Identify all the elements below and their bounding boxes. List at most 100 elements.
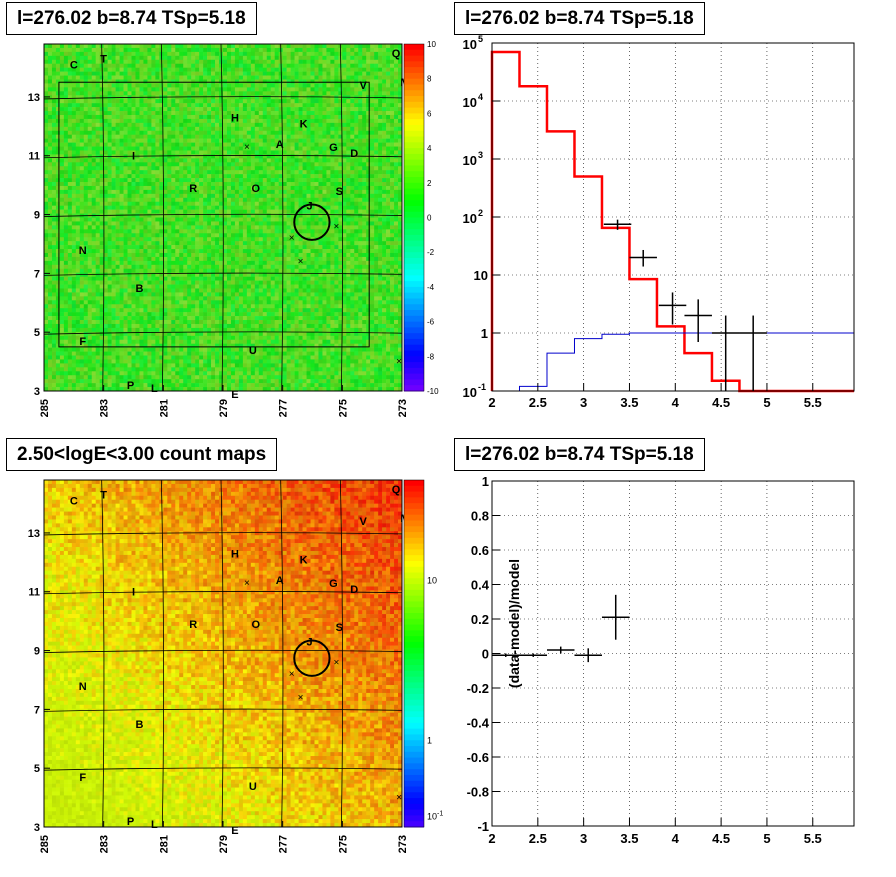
map-pixel xyxy=(111,256,116,262)
map-pixel xyxy=(119,185,124,191)
map-pixel xyxy=(127,371,132,376)
map-pixel xyxy=(139,193,144,199)
map-pixel xyxy=(67,327,73,333)
map-pixel xyxy=(246,63,252,68)
map-pixel xyxy=(203,327,208,333)
map-pixel xyxy=(71,252,77,258)
map-pixel xyxy=(79,170,85,175)
map-pixel xyxy=(195,91,200,96)
map-pixel xyxy=(242,241,248,246)
map-pixel xyxy=(219,99,224,104)
map-pixel xyxy=(67,118,73,124)
map-pixel xyxy=(219,347,224,352)
map-pixel xyxy=(63,138,69,143)
map-pixel xyxy=(266,272,272,277)
map-pixel xyxy=(111,209,116,214)
map-pixel xyxy=(207,304,212,309)
map-pixel xyxy=(95,126,100,132)
map-pixel xyxy=(115,292,120,297)
map-pixel xyxy=(75,276,81,281)
map-pixel xyxy=(266,111,272,116)
map-pixel xyxy=(55,335,61,341)
map-pixel xyxy=(183,379,188,384)
map-pixel xyxy=(119,316,124,321)
map-pixel xyxy=(211,245,216,250)
map-pixel xyxy=(55,284,61,289)
map-pixel xyxy=(167,256,172,262)
map-pixel xyxy=(203,118,208,124)
map-pixel xyxy=(107,327,112,333)
map-pixel xyxy=(159,154,164,159)
map-pixel xyxy=(187,178,192,183)
map-pixel xyxy=(191,383,196,388)
map-pixel xyxy=(47,118,53,124)
map-pixel xyxy=(250,288,256,293)
map-pixel xyxy=(123,193,128,199)
map-pixel xyxy=(183,363,188,368)
map-pixel xyxy=(55,351,61,356)
map-pixel xyxy=(131,359,136,364)
map-pixel xyxy=(75,107,81,112)
map-pixel xyxy=(147,256,152,262)
map-pixel xyxy=(155,233,160,238)
map-pixel xyxy=(95,63,100,68)
map-pixel xyxy=(246,363,252,368)
map-pixel xyxy=(199,280,204,285)
map-pixel xyxy=(123,134,128,139)
map-pixel xyxy=(155,355,160,360)
map-pixel xyxy=(262,249,268,254)
map-pixel xyxy=(262,118,268,124)
map-pixel xyxy=(191,292,196,297)
map-pixel xyxy=(215,331,220,337)
map-pixel xyxy=(95,355,100,360)
map-pixel xyxy=(44,308,49,313)
map-pixel xyxy=(63,355,69,360)
map-pixel xyxy=(258,375,264,380)
map-pixel xyxy=(207,320,212,325)
map-pixel xyxy=(242,122,248,128)
map-pixel xyxy=(155,150,160,155)
map-pixel xyxy=(155,363,160,368)
map-pixel xyxy=(230,122,236,128)
map-pixel xyxy=(135,217,140,222)
map-pixel xyxy=(195,343,200,348)
map-pixel xyxy=(215,197,220,203)
map-pixel xyxy=(179,347,184,352)
map-pixel xyxy=(51,154,57,159)
map-pixel xyxy=(254,292,260,297)
map-pixel xyxy=(242,264,248,270)
map-pixel xyxy=(83,95,89,100)
map-pixel xyxy=(262,264,268,270)
map-pixel xyxy=(266,87,272,92)
map-pixel xyxy=(71,154,77,159)
map-pixel xyxy=(91,288,97,293)
map-pixel xyxy=(87,351,93,356)
map-pixel xyxy=(254,87,260,92)
map-pixel xyxy=(211,221,216,226)
map-pixel xyxy=(258,292,264,297)
map-pixel xyxy=(143,91,148,96)
map-pixel xyxy=(163,99,168,104)
map-pixel xyxy=(44,288,49,293)
map-pixel xyxy=(207,241,212,246)
map-pixel xyxy=(167,367,172,372)
map-pixel xyxy=(242,197,248,203)
map-pixel xyxy=(183,252,188,258)
map-pixel xyxy=(207,375,212,380)
map-pixel xyxy=(163,221,168,226)
map-pixel xyxy=(250,166,256,171)
map-pixel xyxy=(91,142,97,147)
map-pixel xyxy=(91,150,97,155)
map-pixel xyxy=(44,111,49,116)
map-pixel xyxy=(246,339,252,344)
map-pixel xyxy=(238,55,244,61)
map-pixel xyxy=(143,166,148,171)
map-pixel xyxy=(47,51,53,57)
map-pixel xyxy=(83,126,89,132)
map-pixel xyxy=(258,347,264,352)
map-pixel xyxy=(55,339,61,344)
map-pixel xyxy=(254,363,260,368)
map-pixel xyxy=(107,375,112,380)
map-pixel xyxy=(211,75,216,80)
map-pixel xyxy=(199,178,204,183)
